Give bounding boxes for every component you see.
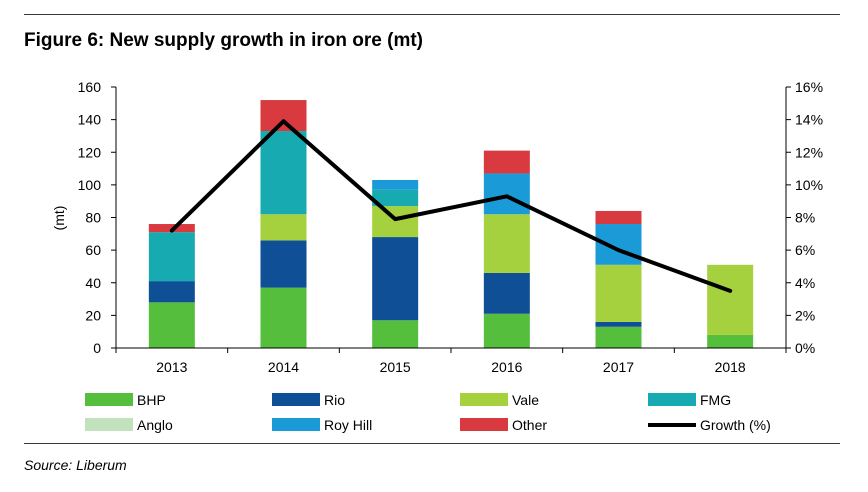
y-tick-label: 80 (85, 210, 101, 226)
legend-swatch-roy-hill (272, 418, 320, 431)
bar-rio-2013 (148, 281, 195, 303)
bar-bhp-2014 (260, 287, 307, 348)
y-tick-label: 140 (78, 112, 102, 128)
bar-fmg-2013 (148, 232, 195, 282)
y2-tick-label: 16% (795, 79, 823, 95)
bar-fmg-2015 (372, 189, 419, 207)
y-axis-label: (mt) (51, 206, 67, 231)
y-tick-label: 60 (85, 242, 101, 258)
legend-label-fmg: FMG (700, 392, 731, 408)
bar-roy-hill-2016 (483, 173, 530, 215)
legend-swatch-other (460, 418, 508, 431)
x-tick-label: 2016 (491, 359, 522, 375)
growth-line (169, 119, 733, 293)
y2-tick-label: 0% (795, 340, 815, 356)
bar-rio-2017 (595, 321, 642, 327)
bar-vale-2018 (707, 264, 754, 335)
bar-bhp-2018 (707, 334, 754, 348)
y-tick-label: 40 (85, 275, 101, 291)
source-note: Source: Liberum (24, 457, 127, 473)
bar-rio-2015 (372, 237, 419, 321)
bottom-rule (24, 443, 840, 444)
bar-bhp-2016 (483, 313, 530, 348)
legend-label-roy-hill: Roy Hill (324, 417, 372, 433)
legend-label-bhp: BHP (137, 392, 166, 408)
growth-line-layer (169, 119, 733, 293)
legend: BHP Rio Vale FMG Anglo Roy Hill Other Growth (%… (85, 392, 771, 433)
top-rule (24, 14, 840, 15)
x-tick-label: 2013 (156, 359, 187, 375)
bar-vale-2015 (372, 206, 419, 238)
y2-tick-label: 8% (795, 210, 815, 226)
legend-label-growth: Growth (%) (700, 417, 771, 433)
y2-tick-label: 2% (795, 307, 815, 323)
x-tick-label: 2014 (268, 359, 299, 375)
bar-bhp-2017 (595, 326, 642, 348)
legend-swatch-anglo (85, 418, 133, 431)
bar-other-2016 (483, 150, 530, 174)
bar-rio-2014 (260, 240, 307, 288)
legend-swatch-vale (460, 393, 508, 406)
bar-rio-2016 (483, 272, 530, 314)
legend-swatch-rio (272, 393, 320, 406)
bar-roy-hill-2015 (372, 179, 419, 190)
y-tick-label: 100 (78, 177, 102, 193)
y2-tick-label: 6% (795, 242, 815, 258)
legend-swatch-bhp (85, 393, 133, 406)
legend-label-rio: Rio (324, 392, 345, 408)
bar-other-2017 (595, 210, 642, 225)
bar-bhp-2013 (148, 302, 195, 348)
bar-vale-2014 (260, 214, 307, 241)
legend-label-anglo: Anglo (137, 417, 173, 433)
y-tick-label: 160 (78, 79, 102, 95)
y2-tick-label: 4% (795, 275, 815, 291)
bar-other-2014 (260, 100, 307, 132)
bar-bhp-2015 (372, 320, 419, 348)
y-tick-label: 20 (85, 307, 101, 323)
bar-fmg-2014 (260, 131, 307, 215)
bar-layer (148, 100, 754, 348)
x-tick-label: 2018 (715, 359, 746, 375)
legend-label-vale: Vale (512, 392, 539, 408)
y-tick-label: 120 (78, 144, 102, 160)
bar-vale-2017 (595, 264, 642, 322)
chart-title: Figure 6: New supply growth in iron ore … (24, 30, 424, 51)
y2-tick-label: 12% (795, 144, 823, 160)
bar-vale-2016 (483, 214, 530, 273)
y2-tick-label: 14% (795, 112, 823, 128)
legend-label-other: Other (512, 417, 547, 433)
axes: 0 20 40 60 80 100 120 140 160 0% 2% 4% 6% 8% 10% 12% 14%… (51, 79, 823, 375)
x-tick-label: 2017 (603, 359, 634, 375)
x-tick-label: 2015 (380, 359, 411, 375)
y-tick-label: 0 (93, 340, 101, 356)
y2-tick-label: 10% (795, 177, 823, 193)
legend-swatch-fmg (648, 393, 696, 406)
